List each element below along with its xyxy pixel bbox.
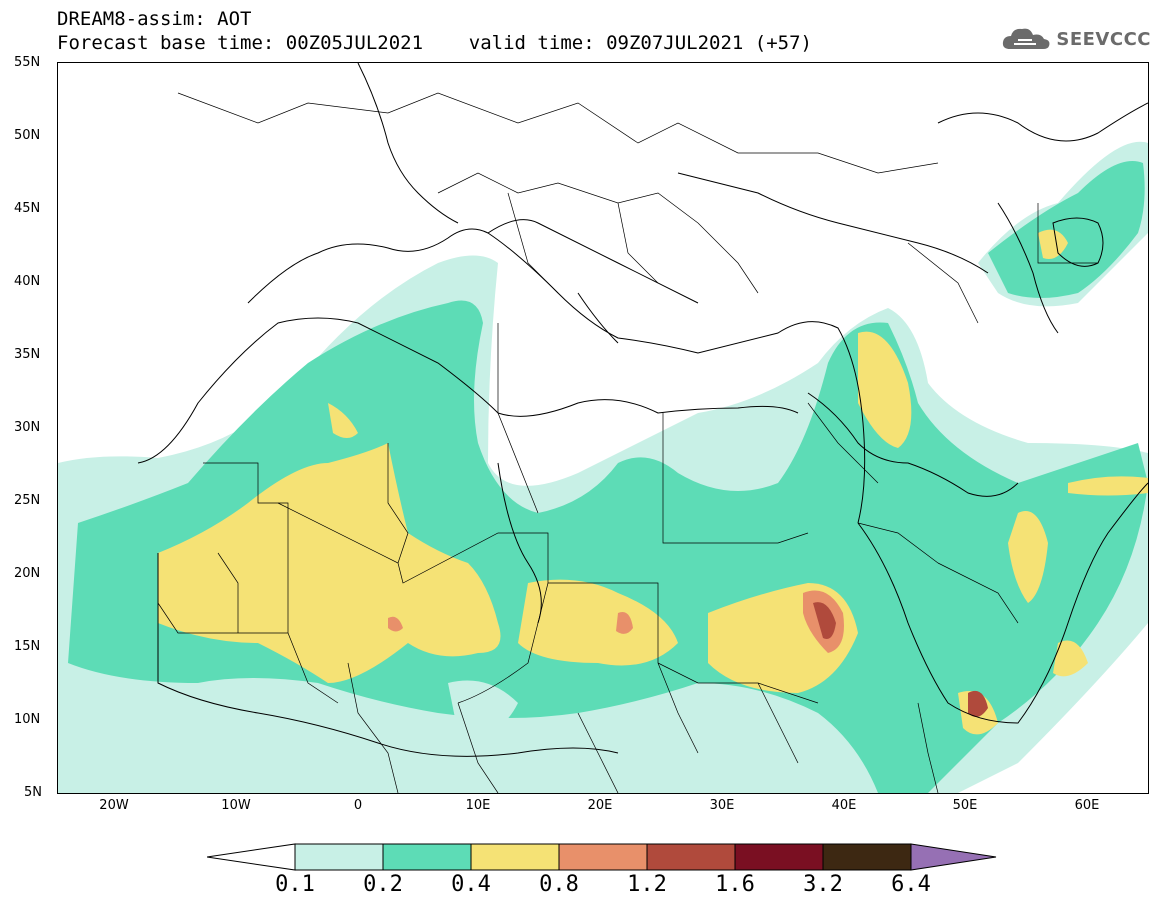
seevccc-logo: SEEVCCC (1000, 24, 1151, 54)
aot-map (58, 63, 1148, 793)
cloud-icon (1003, 28, 1050, 49)
colorbar (207, 843, 997, 871)
lon-label: 40E (831, 798, 857, 813)
lat-label: 55N (14, 55, 41, 70)
lon-label: 20E (587, 798, 613, 813)
colorbar-cell (470, 843, 560, 871)
lat-label: 50N (14, 128, 41, 143)
colorbar-cell (646, 843, 736, 871)
colorbar-cell (822, 843, 912, 871)
country-borders (157, 92, 1098, 793)
colorbar-cell (734, 843, 824, 871)
map-title: DREAM8-assim: AOT (57, 8, 252, 30)
lat-label: 45N (14, 201, 41, 216)
colorbar-above-triangle (910, 843, 997, 871)
lon-label: 50E (952, 798, 978, 813)
colorbar-tick: 0.4 (451, 872, 491, 897)
lat-label: 25N (14, 493, 41, 508)
lon-label: 10W (221, 798, 251, 813)
colorbar-tick: 1.6 (715, 872, 755, 897)
colorbar-below-triangle (207, 843, 296, 871)
colorbar-tick: 0.1 (275, 872, 315, 897)
lat-label: 10N (14, 712, 41, 727)
lat-label: 30N (14, 420, 41, 435)
colorbar-cell (382, 843, 472, 871)
lat-label: 40N (14, 274, 41, 289)
map-plot-area (57, 62, 1149, 794)
lon-label: 0 (353, 798, 363, 813)
lat-label: 20N (14, 566, 41, 581)
lon-label: 10E (465, 798, 491, 813)
colorbar-tick: 0.2 (363, 872, 403, 897)
colorbar-tick: 3.2 (803, 872, 843, 897)
aot-band-high (388, 590, 988, 717)
lon-label: 60E (1074, 798, 1100, 813)
coastlines (137, 63, 1148, 757)
logo-text: SEEVCCC (1056, 28, 1151, 50)
colorbar-cell (558, 843, 648, 871)
lon-label: 20W (99, 798, 129, 813)
colorbar-cell (294, 843, 384, 871)
lat-label: 15N (14, 639, 41, 654)
lat-label: 5N (24, 785, 42, 800)
lat-label: 35N (14, 347, 41, 362)
colorbar-tick: 1.2 (627, 872, 667, 897)
forecast-time-line: Forecast base time: 00Z05JUL2021 valid t… (57, 32, 812, 54)
colorbar-tick: 6.4 (891, 872, 931, 897)
lon-label: 30E (709, 798, 735, 813)
colorbar-tick: 0.8 (539, 872, 579, 897)
